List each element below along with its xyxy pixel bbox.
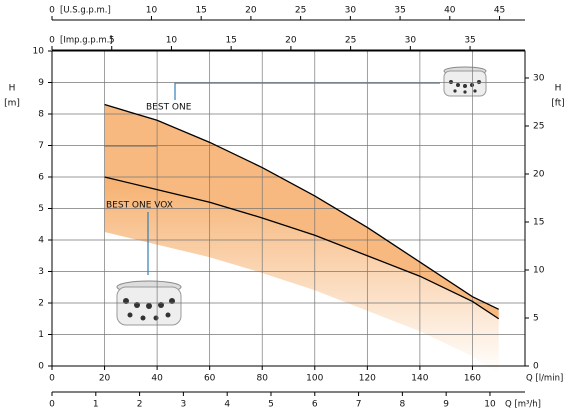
- top-axis-label: [U.S.g.p.m.]: [60, 6, 111, 16]
- y-tick-label: 8: [38, 110, 44, 120]
- y-tick-label: 9: [38, 78, 44, 88]
- top-tick-label: 15: [195, 6, 206, 16]
- x-tick-label: 80: [256, 374, 268, 384]
- top-axis-label: [Imp.g.p.m.]: [60, 36, 113, 46]
- y2-tick-label: 20: [533, 169, 545, 179]
- bottom-tick-label: 2: [137, 400, 143, 410]
- y-tick-label: 6: [38, 173, 44, 183]
- x-tick-label: 160: [464, 374, 481, 384]
- bottom-axis-label: Q [m³/h]: [505, 400, 541, 410]
- series-label: BEST ONE VOX: [106, 201, 173, 211]
- y2-tick-label: 0: [533, 362, 539, 372]
- series-label: BEST ONE: [146, 103, 192, 113]
- top-tick-label: 10: [166, 36, 178, 46]
- top-tick-label: 30: [345, 6, 357, 16]
- y2-tick-label: 30: [533, 73, 545, 83]
- product-image: [116, 280, 182, 326]
- y2-tick-label: 25: [533, 121, 544, 131]
- y-tick-label: 7: [38, 141, 44, 151]
- top-tick-label: 25: [345, 36, 356, 46]
- y2-tick-label: 15: [533, 217, 544, 227]
- x-tick-label: 120: [359, 374, 376, 384]
- top-tick-label: 0: [49, 36, 55, 46]
- bottom-tick-label: 10: [484, 400, 496, 410]
- x-tick-label: 20: [99, 374, 111, 384]
- bottom-tick-label: 7: [356, 400, 362, 410]
- y2-tick-label: 5: [533, 313, 539, 323]
- top-tick-label: 20: [245, 6, 257, 16]
- bottom-tick-label: 0: [49, 400, 55, 410]
- top-tick-label: 35: [464, 36, 475, 46]
- bottom-tick-label: 6: [312, 400, 318, 410]
- top-tick-label: 5: [109, 36, 115, 46]
- y-tick-label: 1: [38, 330, 44, 340]
- top-tick-label: 20: [285, 36, 297, 46]
- top-tick-label: 30: [405, 36, 417, 46]
- top-tick-label: 0: [49, 6, 55, 16]
- top-tick-label: 40: [444, 6, 456, 16]
- y-tick-label: 0: [38, 362, 44, 372]
- x-label: Q [l/min]: [526, 374, 563, 384]
- plot-frame: [51, 50, 526, 367]
- y-label: H: [9, 84, 16, 94]
- y-tick-label: 2: [38, 299, 44, 309]
- x-tick-label: 40: [151, 374, 163, 384]
- y2-tick-label: 10: [533, 265, 545, 275]
- x-tick-label: 60: [204, 374, 216, 384]
- x-tick-label: 0: [49, 374, 55, 384]
- bottom-tick-label: 1: [93, 400, 99, 410]
- top-tick-label: 25: [295, 6, 306, 16]
- top-tick-label: 35: [394, 6, 405, 16]
- y-tick-label: 5: [38, 204, 44, 214]
- bottom-tick-label: 5: [268, 400, 274, 410]
- x-tick-label: 140: [411, 374, 428, 384]
- bottom-tick-label: 4: [224, 400, 230, 410]
- y2-unit: [ft]: [551, 99, 565, 109]
- curve: [104, 103, 500, 310]
- top-tick-label: 45: [494, 6, 505, 16]
- y2-label: H: [555, 84, 562, 94]
- y-tick-label: 10: [33, 47, 45, 57]
- y-tick-label: 3: [38, 267, 44, 277]
- bottom-tick-label: 8: [400, 400, 406, 410]
- y-tick-label: 4: [38, 236, 44, 246]
- leader-line: [174, 82, 440, 100]
- curve: [104, 176, 500, 320]
- bottom-tick-label: 9: [443, 400, 449, 410]
- bottom-tick-label: 3: [181, 400, 187, 410]
- top-tick-label: 15: [225, 36, 236, 46]
- range-area: [104, 104, 499, 319]
- x-tick-label: 100: [306, 374, 323, 384]
- y-unit: [m]: [4, 99, 20, 109]
- top-tick-label: 10: [146, 6, 158, 16]
- fade-area: [104, 177, 499, 374]
- product-image: [443, 66, 487, 97]
